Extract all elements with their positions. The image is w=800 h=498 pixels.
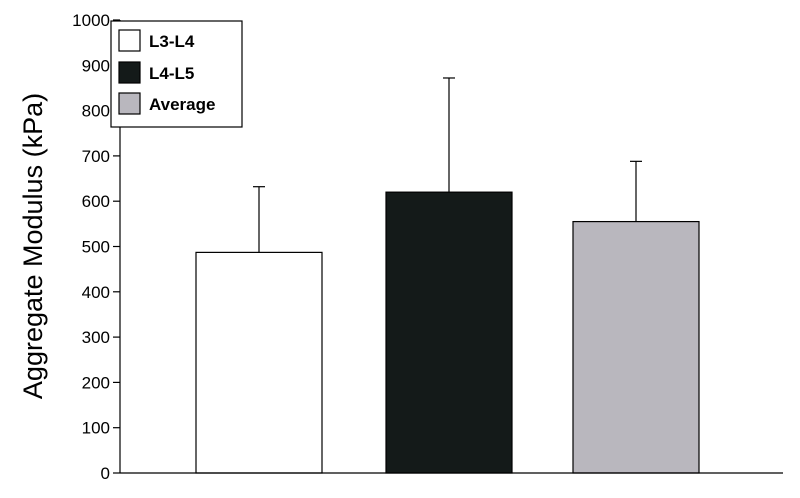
y-tick-label: 0: [101, 464, 110, 483]
legend-swatch: [118, 29, 141, 52]
bar-l4-l5: [385, 191, 513, 474]
legend-label: L4-L5: [149, 64, 194, 83]
legend-label: Average: [149, 95, 215, 114]
bar-l3-l4: [195, 251, 323, 474]
error-bars: [253, 77, 642, 253]
y-tick-label: 1000: [72, 11, 110, 30]
y-tick-label: 600: [82, 192, 110, 211]
y-tick-label: 800: [82, 102, 110, 121]
y-tick-label: 700: [82, 147, 110, 166]
legend-swatch: [118, 61, 141, 84]
legend: L3-L4 L4-L5 Average: [110, 20, 243, 128]
legend-swatch: [118, 92, 141, 115]
y-tick-label: 200: [82, 373, 110, 392]
y-tick-label: 100: [82, 419, 110, 438]
bars: [195, 191, 700, 474]
bar-average: [572, 220, 700, 474]
y-tick-label: 500: [82, 238, 110, 257]
y-tick-label: 400: [82, 283, 110, 302]
y-tick-label: 300: [82, 328, 110, 347]
legend-label: L3-L4: [149, 32, 195, 51]
y-tick-label: 900: [82, 56, 110, 75]
y-axis-title: Aggregate Modulus (kPa): [18, 93, 48, 399]
